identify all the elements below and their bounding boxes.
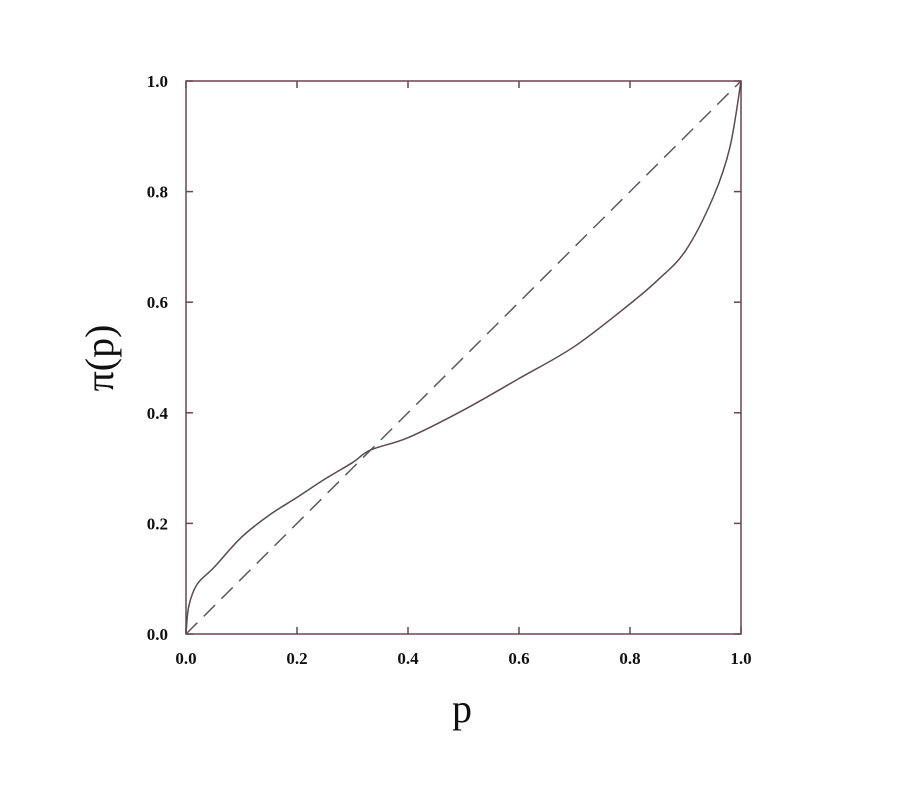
x-axis-label: p [452,686,472,731]
x-tick-label: 0.4 [397,649,419,668]
y-tick-label: 0.8 [147,183,168,202]
plot-frame [185,80,742,635]
y-tick-label: 0.2 [147,514,168,533]
x-tick-label: 0.6 [508,649,529,668]
x-tick-label: 1.0 [730,649,751,668]
y-tick-label: 0.4 [147,404,169,423]
weighting-curve [185,80,742,635]
x-tick-label: 0.0 [175,649,196,668]
diagonal-dashed-line [185,80,742,635]
y-axis-label: π(p) [77,325,122,392]
y-tick-label: 0.6 [147,293,168,312]
x-tick-label: 0.8 [619,649,640,668]
x-tick-label: 0.2 [286,649,307,668]
y-tick-label: 0.0 [147,625,168,644]
y-tick-label: 1.0 [147,72,168,91]
